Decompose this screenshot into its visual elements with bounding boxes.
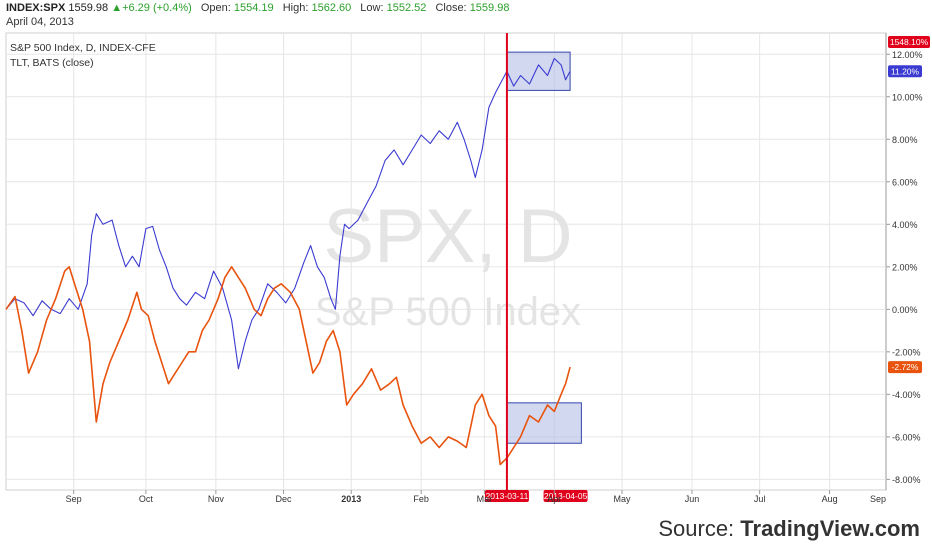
highlight-box (506, 51, 571, 91)
close-label: Close: (435, 2, 467, 14)
spx-line (5, 57, 571, 370)
y-tick-label: 8.00% (892, 135, 918, 145)
spx-current-label: 11.20% (891, 66, 920, 76)
x-tick-label: Feb (413, 494, 429, 504)
spx-current-label-bg (888, 65, 922, 78)
source-credit: Source: TradingView.com (658, 516, 920, 542)
grid (6, 33, 886, 490)
y-tick-label: 0.00% (892, 305, 918, 315)
tlt-current-label-bg (888, 361, 922, 374)
x-tick-label: Dec (276, 494, 293, 504)
open-value: 1554.19 (233, 2, 274, 14)
y-tick-label: 10.00% (892, 92, 923, 102)
price-label: 1548.10% (890, 37, 929, 47)
change: +6.29 (+0.4%) (122, 2, 192, 14)
price-label-bg (888, 36, 930, 48)
series-lines (5, 57, 571, 466)
y-tick-label: 4.00% (892, 220, 918, 230)
y-tick-label: -4.00% (892, 390, 921, 400)
tlt-current-label: -2.72% (892, 362, 919, 372)
x-tick-label: May (613, 494, 631, 504)
last-price: 1559.98 (68, 2, 109, 14)
marker-start-label-bg (484, 490, 529, 502)
source-prefix: Source: (658, 516, 741, 541)
x-tick-label: Nov (208, 494, 225, 504)
watermark-big: SPX, D (323, 194, 572, 279)
y-axis: 12.00% 10.00% 8.00% 6.00% 4.00% 2.00% 0.00% -2.… (886, 50, 923, 485)
y-tick-label: -6.00% (892, 432, 921, 442)
y-tick-label: 2.00% (892, 262, 918, 272)
x-tick-label: Jun (685, 494, 700, 504)
y-tick-label: 12.00% (892, 50, 923, 60)
legend-spx: S&P 500 Index, D, INDEX-CFE (10, 42, 156, 54)
date-label: April 04, 2013 (6, 16, 74, 28)
x-tick-label: 2013 (341, 494, 361, 504)
x-tick-label: Sep (870, 494, 886, 504)
tlt-line (5, 265, 571, 466)
x-tick-label: Mar (477, 494, 493, 504)
y-tick-label: -2.00% (892, 347, 921, 357)
y-tick-label: -8.00% (892, 475, 921, 485)
x-tick-label: Jul (754, 494, 766, 504)
x-tick-label: Apr (547, 494, 561, 504)
up-arrow-icon: ▲ (111, 2, 123, 14)
low-value: 1552.52 (386, 2, 427, 14)
x-axis: Sep Oct Nov Dec 2013 Feb Mar Apr May Jun Jul Aug Sep (66, 490, 886, 504)
close-value: 1559.98 (469, 2, 510, 14)
marker-start-label: 2013-03-11 (485, 491, 528, 501)
quote-header: INDEX:SPX 1559.98 ▲+6.29 (+0.4%) Open: 1… (6, 2, 509, 14)
marker-end-label: 2013-04-05 (544, 491, 588, 501)
low-label: Low: (360, 2, 384, 14)
x-tick-label: Sep (66, 494, 82, 504)
legend-tlt: TLT, BATS (close) (10, 57, 94, 69)
highlight-box (506, 402, 582, 444)
open-label: Open: (200, 2, 231, 14)
source-brand: TradingView.com (740, 516, 920, 541)
high-label: High: (282, 2, 309, 14)
high-value: 1562.60 (311, 2, 352, 14)
highlight-boxes (506, 51, 582, 444)
x-tick-label: Oct (139, 494, 154, 504)
watermark-small: S&P 500 Index (315, 290, 581, 334)
symbol: INDEX:SPX (6, 2, 66, 14)
x-tick-label: Aug (822, 494, 838, 504)
y-tick-label: 6.00% (892, 177, 918, 187)
